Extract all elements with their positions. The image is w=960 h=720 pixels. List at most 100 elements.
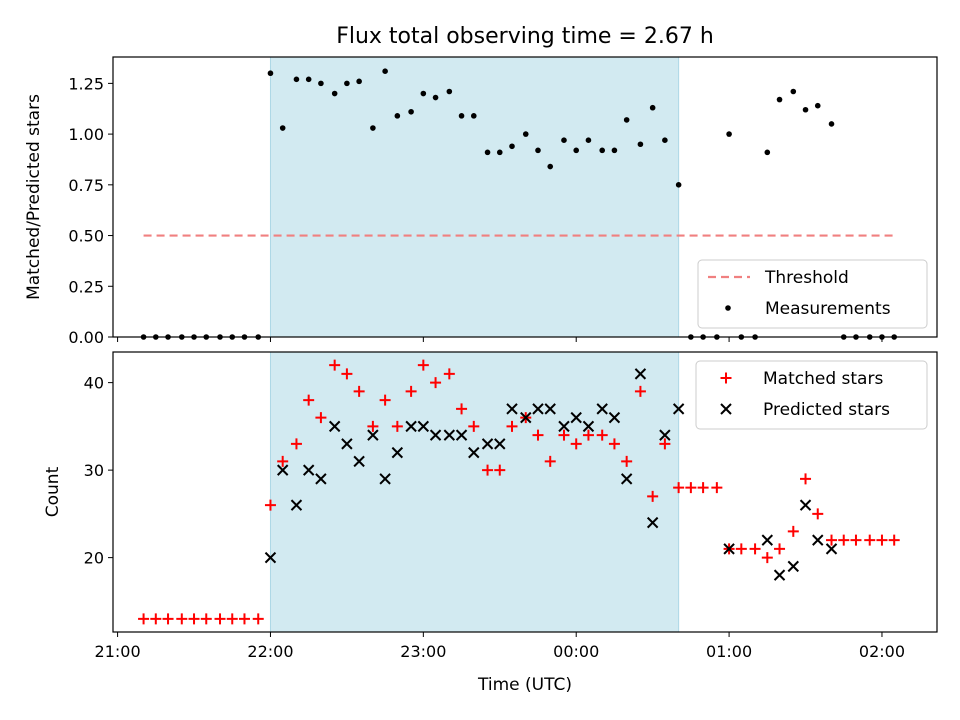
- predicted-star-point: [417, 420, 430, 433]
- measurement-point: [458, 113, 465, 119]
- measurement-point: [509, 143, 515, 150]
- bottom-panel-y-axis: 20 30 40: [84, 374, 113, 568]
- matched-star-point: [506, 420, 518, 432]
- predicted-star-point: [634, 368, 647, 380]
- measurement-point: [446, 88, 453, 95]
- matched-star-point: [329, 359, 341, 371]
- predicted-star-point: [544, 403, 556, 415]
- predicted-star-point: [646, 516, 659, 529]
- matched-star-point: [367, 420, 379, 432]
- top-panel-y-label: Matched/Predicted stars: [24, 94, 44, 300]
- legend-measurement-handle: [725, 305, 731, 311]
- matched-star-point: [379, 394, 391, 406]
- measurement-point: [318, 80, 324, 87]
- matched-star-point: [711, 482, 723, 494]
- predicted-star-point: [405, 420, 417, 433]
- predicted-star-point: [494, 438, 506, 450]
- y-tick-label: 1.25: [68, 74, 104, 93]
- y-tick-label: 1.00: [68, 125, 104, 144]
- predicted-star-point: [582, 420, 595, 433]
- matched-star-point: [544, 455, 556, 467]
- matched-star-point: [659, 438, 671, 450]
- y-tick-label: 30: [84, 461, 104, 480]
- predicted-star-point: [264, 551, 277, 564]
- predicted-star-point: [276, 464, 289, 476]
- predicted-star-point: [532, 403, 544, 415]
- predicted-star-point: [620, 473, 633, 485]
- measurement-point: [585, 137, 592, 143]
- measurement-point: [470, 113, 477, 119]
- x-tick-label: 00:00: [553, 642, 599, 661]
- matched-star-point: [596, 429, 608, 441]
- predicted-star-point: [341, 438, 353, 450]
- matched-star-point: [456, 403, 468, 415]
- measurement-point: [293, 76, 300, 83]
- measurement-point: [267, 70, 274, 77]
- matched-star-point: [749, 543, 761, 555]
- legend-box: [695, 360, 928, 430]
- predicted-star-point: [799, 499, 812, 511]
- measurement-point: [611, 147, 618, 154]
- measurement-point: [623, 117, 630, 123]
- matched-star-point: [468, 420, 480, 432]
- matched-star-point: [252, 613, 264, 625]
- predicted-star-point: [672, 403, 685, 415]
- matched-star-point: [264, 499, 276, 511]
- predicted-star-point: [315, 473, 327, 485]
- bottom-panel-frame: [112, 351, 938, 633]
- bottom-panel-x-axis: 21:00 22:00 23:00 00:00 01:00 02:00: [95, 632, 905, 661]
- measurement-point: [573, 147, 580, 154]
- predicted-star-point: [429, 429, 442, 441]
- predicted-star-point: [328, 420, 341, 433]
- matched-star-point: [812, 508, 824, 520]
- x-tick-label: 01:00: [706, 642, 752, 661]
- x-tick-label: 22:00: [247, 642, 293, 661]
- predicted-star-point: [391, 446, 404, 459]
- chart-title: Flux total observing time = 2.67 h: [336, 24, 714, 49]
- top-panel-frame: [112, 56, 938, 338]
- predicted-star-point: [468, 446, 480, 459]
- legend-predicted-handle: [720, 403, 732, 415]
- predicted-star-point: [761, 534, 774, 546]
- matched-star-point: [876, 534, 888, 546]
- matched-star-point: [494, 464, 506, 476]
- predicted-star-point: [558, 420, 570, 433]
- predicted-star-point: [506, 403, 518, 415]
- matched-star-point: [826, 534, 838, 546]
- predicted-star-point: [443, 429, 456, 441]
- legend-label: Measurements: [765, 299, 891, 319]
- matched-star-point: [482, 464, 494, 476]
- measurement-point: [547, 163, 554, 170]
- legend-box: [697, 259, 928, 329]
- measurement-point: [828, 121, 835, 127]
- matched-star-point: [341, 368, 353, 380]
- predicted-star-point: [455, 429, 468, 441]
- predicted-star-point: [787, 560, 800, 573]
- matched-star-point: [391, 420, 403, 432]
- matched-star-point: [558, 429, 570, 441]
- measurement-point: [331, 90, 338, 97]
- matched-star-point: [214, 613, 226, 625]
- matched-star-point: [621, 455, 633, 467]
- matched-star-point: [570, 438, 582, 450]
- matched-star-point: [864, 534, 876, 546]
- matched-star-point: [787, 525, 799, 537]
- y-tick-label: 0.00: [68, 328, 104, 347]
- top-panel-legend: Threshold Measurements: [697, 259, 928, 329]
- legend-label: Threshold: [764, 268, 849, 288]
- top-panel: 0.00 0.25 0.50 0.75 1.00 1.25 Matched/Predict…: [24, 56, 938, 347]
- measurement-point: [776, 96, 783, 103]
- matched-star-point: [303, 394, 315, 406]
- predicted-star-point: [367, 429, 379, 441]
- x-tick-label: 02:00: [859, 642, 905, 661]
- matched-star-point: [608, 438, 620, 450]
- predicted-star-point: [302, 464, 315, 476]
- matched-star-point: [850, 534, 862, 546]
- measurement-point: [356, 78, 362, 85]
- matched-star-point: [761, 552, 773, 564]
- matched-star-point: [138, 613, 150, 625]
- y-tick-label: 0.75: [68, 176, 104, 195]
- matched-star-point: [226, 613, 238, 625]
- matched-star-point: [735, 543, 747, 555]
